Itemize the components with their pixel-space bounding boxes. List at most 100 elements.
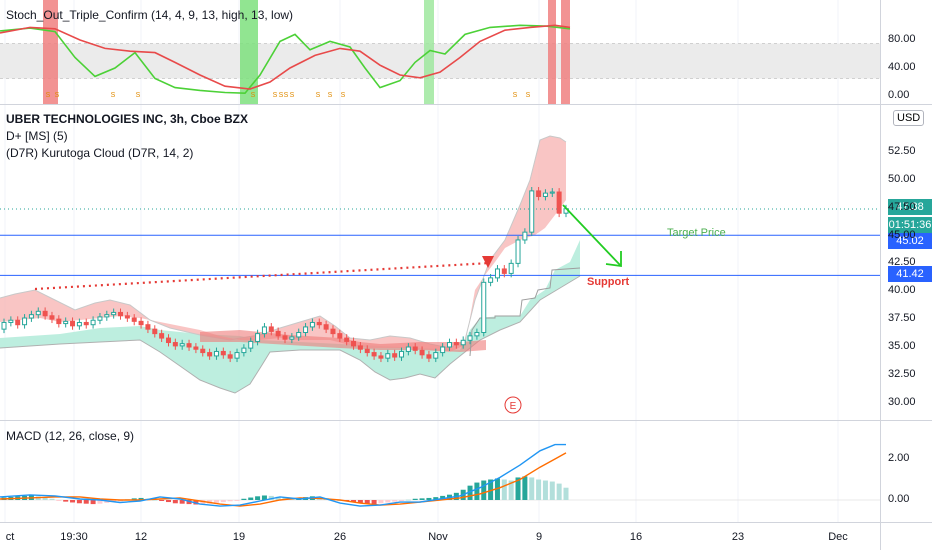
candle-body [296, 332, 302, 338]
candle-body [268, 326, 274, 332]
stoch-marker-label: S [111, 92, 116, 99]
last-price-tag: 47.38 [888, 199, 932, 215]
stoch-k-line [0, 24, 571, 95]
candle-body [255, 333, 261, 342]
candle-body [419, 349, 425, 356]
macd-histogram-bar [405, 499, 411, 501]
price-y-tick: 47.50 [888, 200, 916, 213]
macd-histogram-bar [433, 497, 439, 500]
macd-histogram-bar [241, 498, 247, 500]
candle-body [460, 339, 466, 346]
symbol-title[interactable]: UBER TECHNOLOGIES INC, 3h, Cboe BZX [6, 112, 249, 126]
candle-body [234, 352, 240, 359]
price-y-tick: 42.50 [888, 256, 916, 269]
candle-body [213, 350, 219, 357]
macd-histogram-bar [508, 480, 514, 500]
candle-body [549, 191, 555, 194]
macd-histogram-bar [392, 500, 398, 502]
candle-body [124, 315, 130, 319]
indicator-kurutoga-title[interactable]: (D7R) Kurutoga Cloud (D7R, 14, 2) [6, 146, 194, 160]
macd-histogram-bar [255, 496, 261, 500]
macd-histogram-bar [227, 500, 233, 502]
macd-histogram-bar [357, 500, 363, 503]
stoch-marker-label: S [284, 92, 289, 99]
currency-button[interactable]: USD [893, 110, 925, 126]
support-label: Support [587, 276, 630, 288]
macd-histogram-bar [426, 497, 432, 500]
macd-histogram-bar [556, 483, 562, 500]
macd-histogram-bar [70, 500, 76, 503]
candle-body [529, 190, 535, 233]
candle-body [378, 355, 384, 359]
candle-body [289, 336, 295, 340]
stoch-marker-label: S [273, 92, 278, 99]
x-axis-tick: Nov [428, 531, 448, 543]
macd-histogram-bar [268, 495, 274, 500]
x-axis-tick: 19 [232, 531, 246, 543]
candle-body [364, 348, 370, 354]
macd-histogram-bar [76, 500, 82, 504]
candle-body [97, 316, 103, 321]
earnings-marker [504, 396, 522, 414]
macd-histogram-bar [399, 500, 405, 501]
candle-body [440, 346, 446, 354]
stoch-indicator-title[interactable]: Stoch_Out_Triple_Confirm (14, 4, 9, 13, … [6, 8, 294, 22]
macd-indicator-title[interactable]: MACD (12, 26, close, 9) [6, 429, 135, 443]
macd-histogram-bar [282, 497, 288, 500]
macd-y-tick: 2.00 [888, 452, 910, 464]
candle-body [35, 310, 41, 316]
candle-body [357, 345, 363, 350]
candle-body [248, 340, 254, 349]
candle-body [337, 333, 343, 339]
candle-body [15, 319, 21, 326]
macd-histogram-bar [220, 500, 226, 503]
macd-histogram-bar [275, 496, 281, 500]
candle-body [22, 317, 28, 326]
macd-histogram-bar [261, 495, 267, 500]
candle-body [488, 277, 494, 283]
candle-body [323, 324, 329, 330]
candle-body [501, 268, 507, 274]
macd-histogram-bar [234, 500, 240, 501]
price-y-tick: 40.00 [888, 284, 916, 297]
stoch-marker-label: S [316, 92, 321, 99]
candle-body [165, 337, 171, 344]
earnings-marker-label: E [510, 401, 517, 412]
countdown-tag: 01:51:36 [888, 217, 932, 233]
lower-line-price-tag: 41.42 [888, 266, 932, 282]
macd-histogram-bar [193, 500, 199, 505]
x-axis-tick: 26 [333, 531, 347, 543]
x-axis-tick: ct [5, 531, 15, 543]
candle-body [70, 320, 76, 327]
price-y-tick: 32.50 [888, 367, 916, 380]
candle-body [481, 281, 487, 334]
candle-body [118, 311, 124, 317]
step-line [469, 267, 581, 357]
candle-body [220, 350, 226, 356]
candle-body [522, 231, 528, 241]
macd-pane [0, 443, 880, 507]
macd-signal-line [0, 452, 567, 507]
candle-body [405, 346, 411, 352]
macd-histogram-bar [56, 500, 62, 501]
candle-body [515, 239, 521, 264]
kurutoga-cloud-edge [0, 275, 581, 394]
candle-body [227, 354, 233, 359]
macd-histogram-bar [481, 480, 487, 500]
stoch-signal-column [561, 0, 570, 104]
macd-histogram-bar [165, 500, 171, 503]
candle-body [433, 352, 439, 359]
macd-line [0, 443, 566, 507]
stoch-signal-column [548, 0, 556, 104]
macd-histogram-bar [49, 498, 55, 500]
candle-body [412, 346, 418, 351]
macd-histogram-bar [186, 500, 192, 505]
target-arrow-head [605, 251, 622, 268]
candle-body [28, 314, 34, 319]
x-axis-tick: 12 [134, 531, 148, 543]
indicator-dplus-title[interactable]: D+ [MS] (5) [6, 129, 68, 143]
candle-body [344, 337, 350, 342]
macd-histogram-bar [501, 479, 507, 500]
target-price-label: Target Price [667, 227, 726, 239]
stoch-band [0, 43, 880, 79]
